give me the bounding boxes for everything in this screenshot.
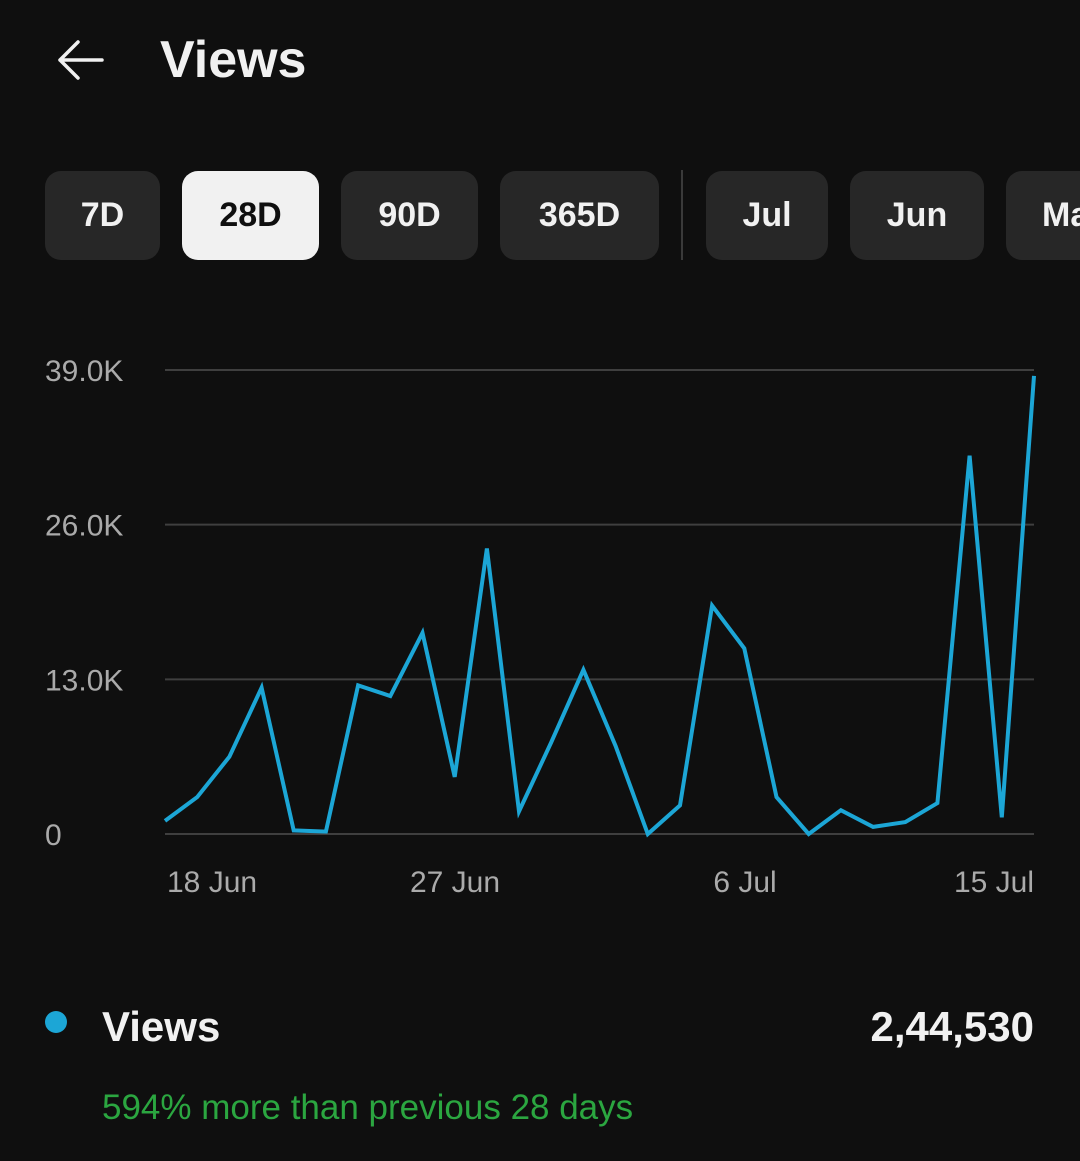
chip-jun[interactable]: Jun xyxy=(850,171,984,260)
chip-may[interactable]: May xyxy=(1006,171,1080,260)
y-tick-label: 13.0K xyxy=(45,664,123,697)
legend-row: Views 2,44,530 xyxy=(0,995,1080,1059)
legend-label: Views xyxy=(102,1003,221,1050)
x-tick-label: 15 Jul xyxy=(954,866,1034,899)
period-chip-bar: 7D 28D 90D 365D Jul Jun May xyxy=(0,170,1080,262)
chip-90d[interactable]: 90D xyxy=(341,171,478,260)
y-tick-label: 0 xyxy=(45,819,62,852)
chip-365d[interactable]: 365D xyxy=(500,171,659,260)
chip-28d[interactable]: 28D xyxy=(182,171,319,260)
chip-7d[interactable]: 7D xyxy=(45,171,160,260)
chip-divider xyxy=(681,170,683,260)
app-header: Views xyxy=(0,0,1080,120)
chip-jul[interactable]: Jul xyxy=(706,171,828,260)
x-tick-label: 18 Jun xyxy=(167,866,257,899)
y-tick-label: 26.0K xyxy=(45,510,123,543)
x-tick-label: 27 Jun xyxy=(410,866,500,899)
y-tick-label: 39.0K xyxy=(45,355,123,388)
series-color-dot xyxy=(45,1011,67,1033)
comparison-text: 594% more than previous 28 days xyxy=(102,1088,634,1127)
page-title: Views xyxy=(160,31,307,89)
views-line-chart: 39.0K 26.0K 13.0K 0 18 Jun 27 Jun 6 Jul 15 Jul xyxy=(0,330,1080,930)
total-views-value: 2,44,530 xyxy=(870,1003,1035,1050)
x-tick-label: 6 Jul xyxy=(713,866,776,899)
arrow-left-icon xyxy=(58,40,104,80)
chart-svg: 39.0K 26.0K 13.0K 0 18 Jun 27 Jun 6 Jul 15 Jul xyxy=(45,355,1036,899)
back-button[interactable] xyxy=(48,28,112,92)
series-line-views xyxy=(163,375,1036,838)
